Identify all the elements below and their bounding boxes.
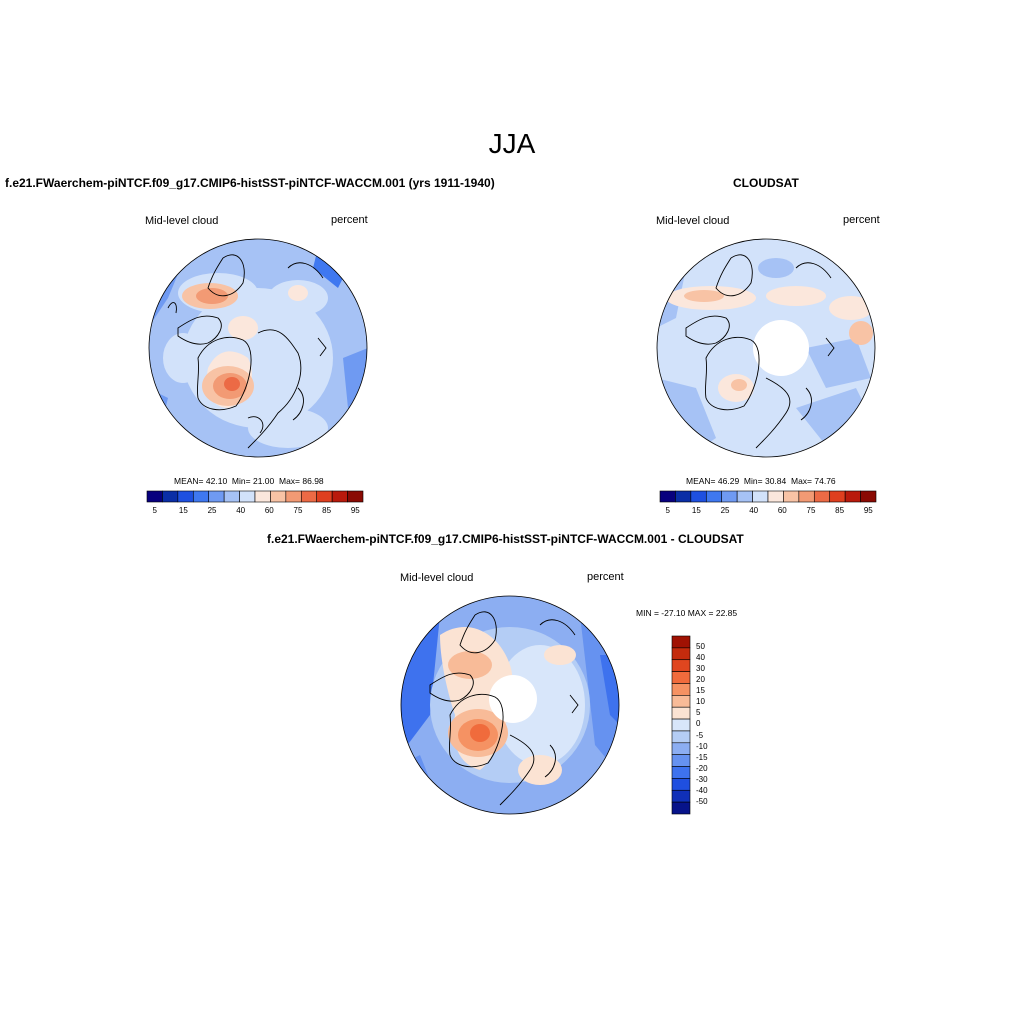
colorbar-swatch [300,490,318,503]
obs-colorbar [659,490,877,503]
colorbar-swatch [223,490,240,503]
colorbar-swatch [671,718,691,732]
diff-variable-label: Mid-level cloud [400,572,474,584]
colorbar-swatch [208,490,225,503]
colorbar-swatch [177,490,194,503]
colorbar-swatch [671,766,691,779]
colorbar-swatch [671,742,691,755]
colorbar-tick-label: 25 [207,506,217,515]
colorbar-swatch [671,671,691,684]
colorbar-swatch [671,659,691,672]
colorbar-tick-label: 25 [720,506,730,515]
colorbar-swatch [285,490,302,503]
obs-stats: MEAN= 46.29 Min= 30.84 Max= 74.76 [686,476,836,486]
colorbar-tick-label: 75 [806,506,816,515]
colorbar-swatch [192,490,210,503]
colorbar-tick-label: -15 [696,752,708,762]
colorbar-tick-label: 20 [696,675,705,685]
colorbar-swatch [671,635,691,649]
colorbar-swatch [671,789,691,803]
colorbar-swatch [675,490,692,503]
colorbar-swatch [671,754,691,767]
obs-units-label: percent [843,214,880,226]
obs-panel-title: CLOUDSAT [733,176,799,190]
model-variable-label: Mid-level cloud [145,215,219,227]
colorbar-tick-label: 95 [863,506,873,515]
diff-colorbar [671,635,691,815]
colorbar-tick-label: 30 [696,664,705,674]
model-stats: MEAN= 42.10 Min= 21.00 Max= 86.98 [174,476,324,486]
colorbar-swatch [783,490,800,503]
colorbar-tick-label: 5 [665,506,670,515]
colorbar-swatch [671,778,691,791]
model-colorbar [146,490,364,503]
colorbar-tick-label: 5 [696,708,701,718]
colorbar-swatch [813,490,831,503]
colorbar-tick-label: 10 [696,697,705,707]
colorbar-swatch [270,490,287,503]
obs-variable-label: Mid-level cloud [656,215,730,227]
colorbar-tick-label: 40 [236,506,246,515]
colorbar-tick-label: 60 [264,506,274,515]
colorbar-tick-label: -30 [696,774,708,784]
colorbar-swatch [860,490,877,503]
diff-polar-map [400,595,620,815]
colorbar-tick-label: 15 [178,506,188,515]
colorbar-swatch [736,490,753,503]
colorbar-tick-label: 75 [293,506,303,515]
colorbar-tick-label: 15 [691,506,701,515]
colorbar-swatch [671,730,691,744]
diff-stats: MIN = -27.10 MAX = 22.85 [636,608,738,618]
obs-polar-map [656,238,876,458]
colorbar-swatch [671,706,691,720]
colorbar-tick-label: 15 [696,686,705,696]
colorbar-tick-label: -20 [696,763,708,773]
colorbar-swatch [829,490,846,503]
colorbar-swatch [671,695,691,708]
colorbar-swatch [659,490,676,503]
colorbar-swatch [254,490,271,503]
model-polar-map [148,238,368,458]
model-panel-title: f.e21.FWaerchem-piNTCF.f09_g17.CMIP6-his… [5,176,495,190]
colorbar-swatch [671,683,691,696]
colorbar-tick-label: -10 [696,741,708,751]
colorbar-tick-label: 60 [777,506,787,515]
colorbar-swatch [705,490,723,503]
colorbar-tick-label: 85 [835,506,845,515]
colorbar-tick-label: 40 [696,653,705,662]
colorbar-swatch [331,490,348,503]
colorbar-tick-label: 40 [749,506,759,515]
colorbar-swatch [671,647,691,661]
colorbar-swatch [239,490,256,503]
colorbar-tick-label: -50 [696,796,708,806]
colorbar-swatch [798,490,815,503]
colorbar-swatch [767,490,784,503]
colorbar-tick-label: 85 [322,506,332,515]
figure-title: JJA [488,128,536,159]
colorbar-tick-label: -5 [696,730,704,740]
colorbar-tick-label: 95 [350,506,360,515]
colorbar-swatch [347,490,364,503]
colorbar-swatch [316,490,333,503]
colorbar-swatch [752,490,769,503]
colorbar-tick-label: 0 [696,719,701,729]
diff-panel-title: f.e21.FWaerchem-piNTCF.f09_g17.CMIP6-his… [267,532,744,546]
colorbar-swatch [671,801,691,815]
colorbar-tick-label: 50 [696,641,705,651]
colorbar-swatch [721,490,738,503]
colorbar-swatch [690,490,707,503]
colorbar-swatch [146,490,163,503]
diff-units-label: percent [587,571,624,583]
colorbar-swatch [844,490,861,503]
colorbar-tick-label: -40 [696,785,708,795]
model-units-label: percent [331,214,368,226]
colorbar-tick-label: 5 [152,506,157,515]
colorbar-swatch [162,490,179,503]
